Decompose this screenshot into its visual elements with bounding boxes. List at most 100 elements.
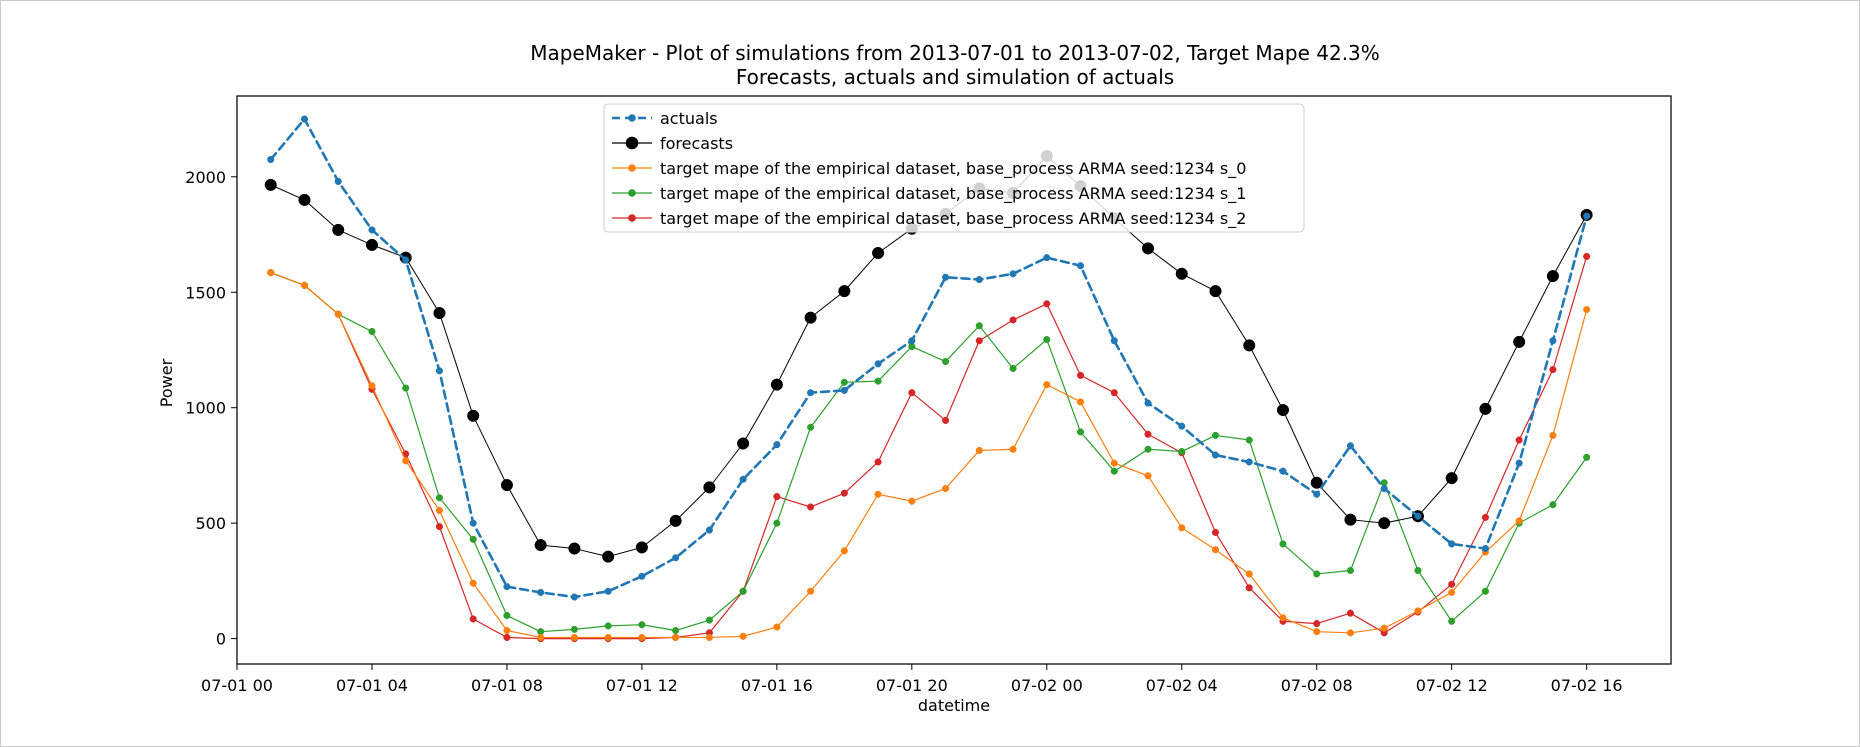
data-point (1515, 517, 1523, 525)
y-tick-label: 1000 (185, 399, 226, 418)
data-point (1110, 467, 1118, 475)
data-point (1245, 570, 1253, 578)
data-point (1110, 459, 1118, 467)
data-point (1414, 512, 1422, 520)
data-point (840, 489, 848, 497)
data-point (1110, 337, 1118, 345)
data-point (368, 382, 376, 390)
data-point (1549, 501, 1557, 509)
data-point (1380, 484, 1388, 493)
data-point (942, 273, 950, 281)
data-point (942, 484, 950, 493)
data-point (334, 310, 342, 318)
data-point (1481, 513, 1489, 521)
data-point (503, 611, 511, 620)
legend-label: target mape of the empirical dataset, ba… (660, 184, 1246, 204)
x-tick-label: 07-01 12 (606, 676, 678, 695)
data-point (1583, 212, 1591, 220)
series-line-2 (270, 272, 1588, 639)
data-point (1515, 459, 1523, 467)
data-point (368, 226, 376, 234)
data-point (1549, 431, 1557, 439)
data-point (635, 541, 648, 554)
data-point (469, 535, 477, 543)
data-point (1448, 540, 1456, 548)
data-point (672, 633, 680, 641)
data-point (1378, 517, 1391, 530)
data-point (705, 616, 713, 624)
series-layer (264, 115, 1593, 643)
data-point (1211, 451, 1220, 459)
data-point (435, 523, 443, 531)
data-point (334, 177, 342, 185)
data-point (368, 327, 376, 336)
chart-title: MapeMaker - Plot of simulations from 201… (530, 41, 1380, 65)
data-point (874, 490, 882, 498)
data-point (1245, 458, 1253, 466)
data-point (1009, 316, 1017, 324)
data-point (773, 493, 781, 501)
data-point (1346, 609, 1355, 617)
data-point (1211, 528, 1220, 536)
data-point (1009, 445, 1017, 453)
x-tick-label: 07-01 04 (336, 676, 408, 695)
data-point (1583, 453, 1591, 461)
data-point (874, 360, 882, 368)
data-point (435, 506, 443, 515)
data-point (1245, 436, 1253, 444)
data-point (1076, 262, 1085, 270)
data-point (669, 514, 682, 527)
data-point (672, 626, 680, 635)
data-point (332, 223, 345, 236)
series-0 (267, 115, 1591, 601)
data-point (1513, 335, 1526, 348)
series-line-0 (269, 117, 1588, 599)
legend-label: actuals (660, 109, 718, 128)
data-point (267, 269, 275, 277)
data-point (503, 583, 511, 591)
data-point (975, 446, 983, 454)
data-point (469, 519, 477, 527)
data-point (267, 155, 275, 164)
legend-item-4: target mape of the empirical dataset, ba… (612, 209, 1246, 229)
data-point (503, 633, 511, 641)
data-point (537, 588, 545, 596)
axis-layer: 07-01 00 07-01 04 07-01 08 07-01 12 07-01 16… (185, 168, 1622, 695)
data-point (773, 441, 781, 449)
data-point (1448, 580, 1456, 588)
data-point (1549, 366, 1557, 374)
data-point (604, 633, 612, 641)
data-point (975, 322, 983, 330)
data-point (1211, 431, 1220, 439)
data-point (1279, 614, 1287, 622)
data-point (773, 623, 781, 631)
data-point (840, 378, 848, 386)
data-point (874, 458, 882, 466)
x-axis-label: datetime (918, 696, 990, 715)
data-point (1141, 242, 1155, 255)
data-point (1549, 337, 1557, 345)
y-tick-label: 500 (195, 514, 226, 533)
legend-marker (628, 189, 636, 197)
data-point (467, 409, 480, 422)
data-point (872, 246, 885, 260)
data-point (1043, 336, 1051, 344)
legend-label: target mape of the empirical dataset, ba… (660, 209, 1246, 229)
data-point (1276, 403, 1290, 417)
x-tick-label: 07-01 08 (471, 676, 543, 695)
x-tick-label: 07-02 08 (1281, 676, 1353, 695)
chart-subtitle: Forecasts, actuals and simulation of act… (736, 65, 1174, 89)
y-axis-label: Power (157, 358, 176, 407)
data-point (1043, 300, 1051, 308)
data-point (402, 457, 410, 465)
data-point (739, 587, 747, 595)
data-point (1110, 389, 1118, 397)
series-3 (267, 269, 1591, 636)
data-point (737, 437, 750, 450)
legend-marker (625, 136, 639, 150)
x-tick-label: 07-02 04 (1146, 676, 1218, 695)
data-point (1445, 472, 1458, 485)
data-point (1380, 624, 1388, 632)
